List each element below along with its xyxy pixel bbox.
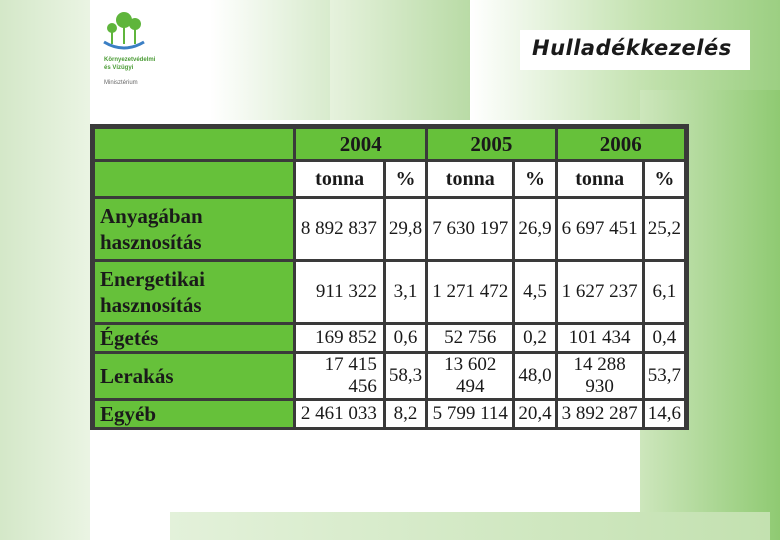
- value-cell: 101 434: [557, 325, 642, 351]
- value-cell: 0,2: [515, 325, 555, 351]
- value-cell: 20,4: [515, 401, 555, 427]
- unit-header: tonna: [296, 162, 383, 196]
- value-cell: 6 697 451: [557, 199, 642, 259]
- value-cell: 2 461 033: [296, 401, 383, 427]
- year-header-row: 2004 2005 2006: [95, 129, 684, 159]
- table-row: Energetikai hasznosítás 911 322 3,1 1 27…: [95, 262, 684, 322]
- year-header: 2006: [557, 129, 684, 159]
- background-band: [330, 0, 470, 120]
- value-cell: 169 852: [296, 325, 383, 351]
- value-cell: 911 322: [296, 262, 383, 322]
- value-cell: 1 627 237: [557, 262, 642, 322]
- background-band: [170, 512, 770, 540]
- unit-header: %: [385, 162, 426, 196]
- row-label: Lerakás: [95, 354, 294, 398]
- value-cell: 26,9: [515, 199, 555, 259]
- tree-logo-icon: [103, 12, 145, 50]
- waste-table: 2004 2005 2006 tonna % tonna % tonna % A…: [90, 124, 689, 430]
- table-row: Anyagában hasznosítás 8 892 837 29,8 7 6…: [95, 199, 684, 259]
- value-cell: 8 892 837: [296, 199, 383, 259]
- value-cell: 58,3: [385, 354, 426, 398]
- value-cell: 4,5: [515, 262, 555, 322]
- value-cell: 8,2: [385, 401, 426, 427]
- unit-header: tonna: [557, 162, 642, 196]
- logo-text-line1: Környezetvédelmi: [104, 57, 156, 63]
- background-band: [0, 0, 90, 540]
- logo-text-line3: Minisztérium: [104, 80, 138, 86]
- value-cell: 7 630 197: [428, 199, 513, 259]
- value-cell: 1 271 472: [428, 262, 513, 322]
- value-cell: 29,8: [385, 199, 426, 259]
- ministry-logo: Környezetvédelmi és Vízügyi Minisztérium: [100, 10, 190, 90]
- value-cell: 48,0: [515, 354, 555, 398]
- value-cell: 14,6: [644, 401, 684, 427]
- value-cell: 6,1: [644, 262, 684, 322]
- background-band: [210, 0, 330, 120]
- value-cell: 17 415 456: [296, 354, 383, 398]
- value-cell: 3 892 287: [557, 401, 642, 427]
- year-header: 2005: [428, 129, 555, 159]
- value-cell: 53,7: [644, 354, 684, 398]
- page-title: Hulladékkezelés: [532, 36, 732, 60]
- title-backdrop: [520, 30, 750, 70]
- row-label: Égetés: [95, 325, 294, 351]
- row-label: Egyéb: [95, 401, 294, 427]
- table-row: Égetés 169 852 0,6 52 756 0,2 101 434 0,…: [95, 325, 684, 351]
- corner-cell: [95, 162, 294, 196]
- row-label: Anyagában hasznosítás: [95, 199, 294, 259]
- value-cell: 0,4: [644, 325, 684, 351]
- value-cell: 52 756: [428, 325, 513, 351]
- unit-header-row: tonna % tonna % tonna %: [95, 162, 684, 196]
- year-header: 2004: [296, 129, 426, 159]
- unit-header: tonna: [428, 162, 513, 196]
- row-label: Energetikai hasznosítás: [95, 262, 294, 322]
- value-cell: 3,1: [385, 262, 426, 322]
- unit-header: %: [515, 162, 555, 196]
- corner-cell: [95, 129, 294, 159]
- value-cell: 14 288 930: [557, 354, 642, 398]
- value-cell: 0,6: [385, 325, 426, 351]
- table-row: Egyéb 2 461 033 8,2 5 799 114 20,4 3 892…: [95, 401, 684, 427]
- unit-header: %: [644, 162, 684, 196]
- value-cell: 25,2: [644, 199, 684, 259]
- table-row: Lerakás 17 415 456 58,3 13 602 494 48,0 …: [95, 354, 684, 398]
- logo-text-line2: és Vízügyi: [104, 65, 134, 71]
- value-cell: 5 799 114: [428, 401, 513, 427]
- value-cell: 13 602 494: [428, 354, 513, 398]
